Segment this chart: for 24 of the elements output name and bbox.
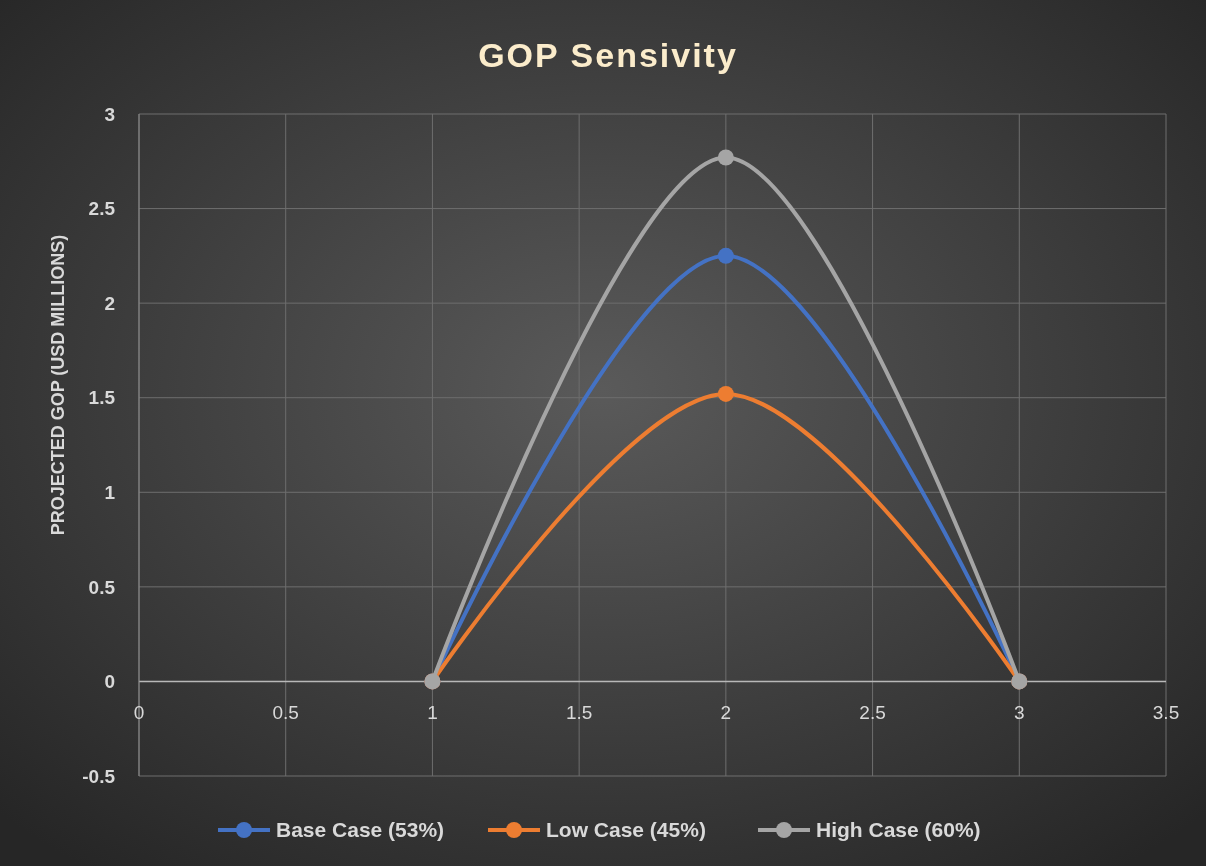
x-tick-label: 0 [133, 702, 145, 724]
point [717, 247, 734, 264]
y-tick-label: 1.5 [88, 387, 116, 409]
x-tick-label: 0.5 [272, 702, 299, 724]
x-tick-label: 1 [427, 702, 438, 724]
chart-title: GOP Sensivity [478, 36, 738, 74]
x-tick-label: 3 [1014, 702, 1025, 724]
y-tick-label: 2 [104, 292, 115, 314]
y-tick-label: 1 [104, 481, 116, 503]
y-tick-label: 3 [104, 103, 115, 125]
point [717, 149, 734, 166]
point [717, 385, 734, 402]
x-tick-label: 3.5 [1152, 702, 1180, 724]
legend-label: Low Case (45%) [546, 818, 706, 842]
y-tick-label: 0 [104, 671, 115, 693]
legend-label: High Case (60%) [816, 818, 981, 842]
y-tick-label: 2.5 [88, 198, 116, 220]
y-axis-title: PROJECTED GOP (USD MILLIONS) [48, 234, 68, 536]
x-tick-label: 1.5 [565, 702, 593, 724]
legend-label: Base Case (53%) [276, 818, 445, 842]
x-tick-label: 2 [720, 702, 732, 724]
y-tick-label: 0.5 [88, 576, 116, 598]
y-tick-label: -0.5 [82, 765, 116, 787]
x-tick-label: 2.5 [859, 702, 886, 724]
